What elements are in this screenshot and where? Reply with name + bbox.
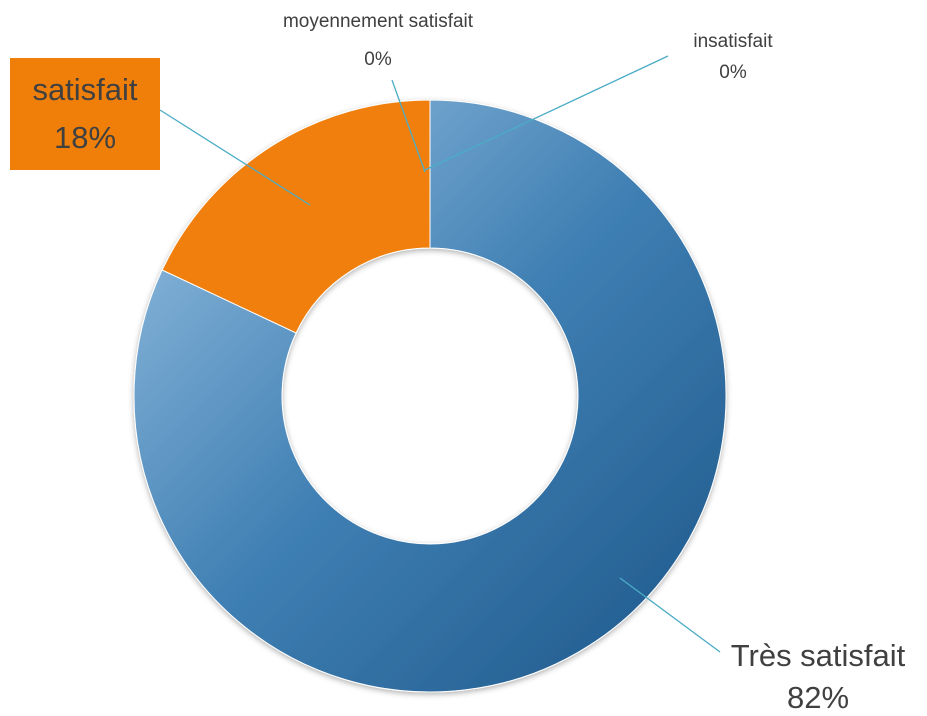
slice: [133, 99, 727, 693]
leader-line: [391, 79, 426, 173]
donut: [133, 99, 727, 693]
leader-line: [619, 577, 721, 653]
value-label: 18%: [54, 120, 116, 155]
value-label: 0%: [364, 49, 392, 70]
category-label: satisfait: [32, 72, 137, 107]
leader-line: [424, 55, 669, 171]
label-box: [10, 58, 160, 170]
category-label: Très satisfait: [731, 638, 906, 673]
leader-line: [159, 109, 311, 206]
slice: [161, 99, 431, 334]
value-label: 82%: [787, 680, 849, 715]
category-label: moyennement satisfait: [283, 11, 474, 32]
category-label: insatisfait: [693, 31, 773, 52]
value-label: 0%: [719, 62, 747, 83]
